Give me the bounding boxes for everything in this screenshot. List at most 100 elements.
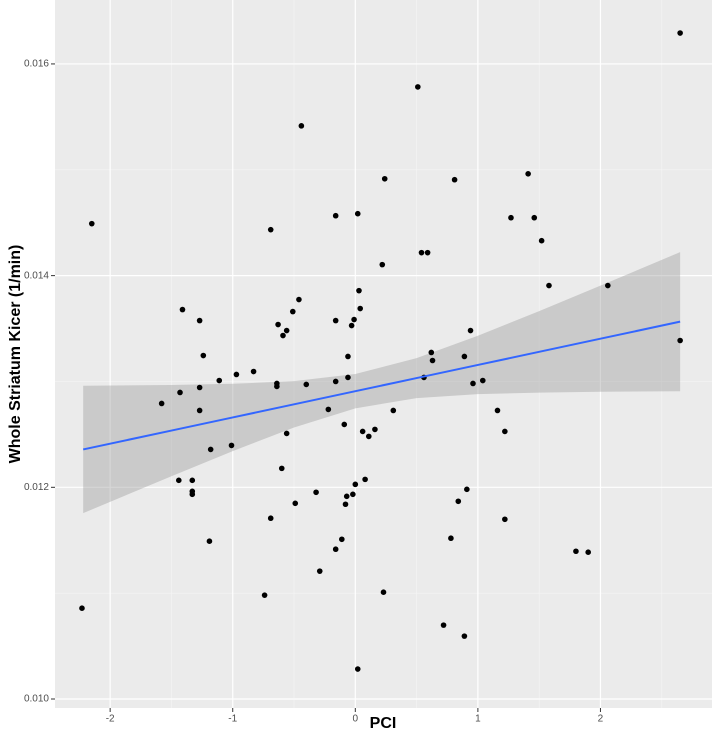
point	[345, 374, 351, 381]
point	[316, 568, 323, 574]
point	[228, 442, 235, 449]
point	[494, 407, 501, 414]
point	[448, 535, 454, 542]
point	[428, 349, 435, 356]
y-axis-title: Whole Striatum Kicer (1/min)	[7, 245, 24, 464]
point	[325, 406, 332, 413]
point	[464, 486, 470, 493]
point	[415, 84, 421, 90]
point	[381, 175, 388, 182]
point	[267, 226, 274, 233]
x-tick-label: 0	[353, 714, 359, 725]
x-tick-label: 1	[475, 714, 481, 725]
y-tick-label: 0.016	[24, 59, 49, 70]
point	[313, 489, 319, 496]
point	[573, 548, 579, 555]
point	[176, 477, 182, 484]
point	[341, 421, 348, 428]
point	[356, 287, 362, 294]
point	[348, 322, 355, 329]
point	[274, 383, 280, 390]
point	[508, 214, 514, 221]
point	[677, 337, 683, 344]
y-tick-label: 0.014	[24, 270, 49, 281]
point	[196, 317, 203, 324]
point	[158, 400, 165, 407]
point	[502, 516, 508, 523]
point	[292, 500, 299, 507]
point	[461, 353, 468, 360]
point	[357, 305, 364, 312]
point	[372, 426, 378, 433]
point	[88, 220, 95, 227]
point	[354, 210, 361, 217]
point	[455, 498, 462, 505]
point	[677, 30, 683, 36]
point	[332, 378, 339, 385]
point	[605, 282, 611, 289]
point	[418, 249, 425, 256]
point	[424, 249, 431, 256]
point	[283, 430, 290, 437]
point	[189, 491, 196, 498]
y-tick-label: 0.010	[24, 694, 49, 705]
point	[479, 377, 486, 384]
point	[200, 352, 207, 359]
point	[461, 633, 468, 639]
point	[538, 237, 545, 244]
point	[298, 123, 305, 129]
point	[352, 481, 359, 488]
point	[207, 446, 214, 453]
x-tick-label: -1	[228, 714, 237, 725]
point	[289, 308, 296, 315]
fit-line	[82, 320, 681, 451]
point	[342, 501, 349, 508]
x-tick-label: -2	[106, 714, 115, 725]
point	[345, 353, 351, 360]
point	[354, 666, 361, 672]
point	[379, 261, 386, 268]
point	[278, 465, 285, 472]
x-tick-label: 2	[598, 714, 604, 725]
point	[343, 493, 350, 500]
point	[250, 368, 257, 375]
point	[351, 316, 357, 323]
point	[531, 214, 538, 221]
point	[451, 176, 458, 183]
point	[429, 357, 436, 364]
point	[440, 622, 447, 628]
point	[467, 327, 474, 334]
point	[339, 536, 345, 543]
point	[470, 380, 476, 387]
point	[332, 546, 339, 553]
point	[283, 327, 290, 334]
point	[189, 477, 196, 484]
point	[525, 170, 531, 177]
point	[79, 605, 85, 611]
point	[296, 296, 302, 303]
point	[196, 384, 203, 391]
point	[350, 491, 356, 498]
point	[585, 549, 591, 555]
point	[196, 407, 203, 414]
point	[216, 377, 223, 384]
point	[275, 321, 281, 328]
point	[380, 589, 387, 596]
y-tick-label: 0.012	[24, 482, 49, 493]
point	[332, 212, 339, 219]
point	[546, 282, 552, 289]
point	[206, 538, 213, 544]
point	[390, 407, 397, 414]
point	[280, 332, 286, 339]
point	[177, 389, 183, 396]
point	[261, 592, 268, 598]
point	[502, 428, 508, 435]
point	[359, 428, 366, 435]
point	[267, 515, 274, 522]
point	[233, 371, 240, 378]
point	[303, 381, 310, 388]
point	[362, 476, 368, 483]
point	[179, 306, 186, 313]
